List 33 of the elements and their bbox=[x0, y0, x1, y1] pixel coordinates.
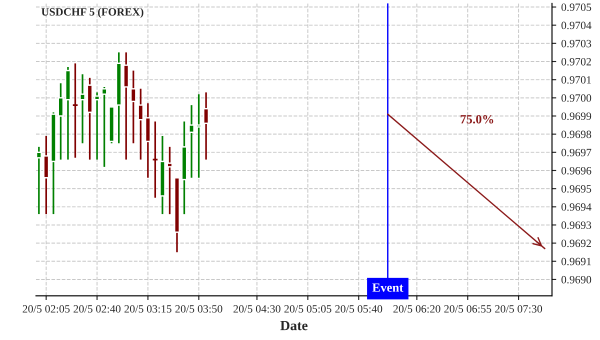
x-axis-title: Date bbox=[280, 321, 308, 330]
y-tick-label: 0.9695 bbox=[561, 185, 592, 193]
y-tick-label: 0.9691 bbox=[561, 258, 591, 266]
y-tick-label: 0.9696 bbox=[561, 166, 592, 174]
y-tick-label: 0.9699 bbox=[561, 112, 592, 120]
y-tick-label: 0.9704 bbox=[561, 22, 592, 30]
candlestick bbox=[130, 70, 136, 144]
x-tick-label: 20/5 05:40 bbox=[335, 305, 382, 313]
annotation: 75.0% bbox=[460, 115, 494, 124]
y-tick-label: 0.9692 bbox=[561, 240, 591, 248]
y-tick-label: 0.9694 bbox=[561, 203, 592, 211]
ref-line-label: Event bbox=[372, 283, 404, 292]
x-tick-label: 20/5 06:20 bbox=[393, 305, 440, 313]
y-tick-label: 0.9693 bbox=[561, 221, 592, 229]
x-tick-label: 20/5 05:05 bbox=[284, 305, 332, 313]
x-tick-label: 20/5 03:15 bbox=[124, 305, 172, 313]
y-tick-label: 0.9701 bbox=[561, 76, 591, 84]
x-tick-label: 20/5 07:30 bbox=[495, 305, 542, 313]
y-tick-label: 0.9700 bbox=[561, 94, 592, 102]
y-tick-label: 0.9702 bbox=[561, 58, 591, 66]
x-tick-label: 20/5 06:55 bbox=[444, 305, 492, 313]
x-tick-label: 20/5 02:05 bbox=[22, 305, 70, 313]
chart-title: USDCHF 5 (FOREX) bbox=[41, 8, 144, 18]
candlestick bbox=[101, 86, 108, 168]
y-tick-label: 0.9690 bbox=[561, 276, 592, 284]
x-tick-label: 20/5 04:30 bbox=[234, 305, 280, 313]
y-tick-label: 0.9705 bbox=[561, 4, 592, 12]
y-tick-label: 0.9703 bbox=[561, 40, 592, 48]
candlestick bbox=[202, 92, 210, 160]
y-tick-label: 0.9698 bbox=[561, 130, 592, 138]
y-tick-label: 0.9697 bbox=[561, 148, 592, 156]
x-tick-label: 20/5 03:50 bbox=[175, 305, 222, 313]
x-tick-label: 20/5 02:40 bbox=[74, 305, 121, 313]
